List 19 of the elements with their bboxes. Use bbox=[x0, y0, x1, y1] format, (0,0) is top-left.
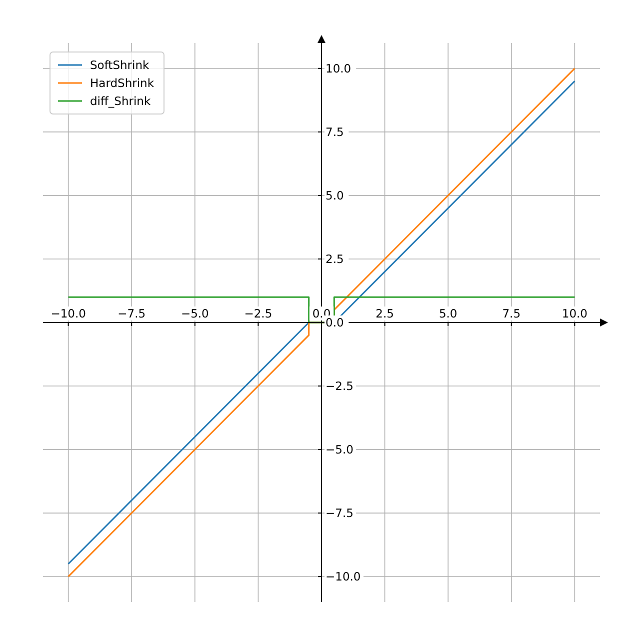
x-tick-label: −2.5 bbox=[244, 306, 272, 320]
legend-label: HardShrink bbox=[90, 76, 154, 90]
legend-label: diff_Shrink bbox=[90, 94, 151, 108]
x-tick-label: 7.5 bbox=[502, 306, 521, 320]
y-tick-label: −10.0 bbox=[326, 570, 361, 584]
x-tick-label: −10.0 bbox=[50, 306, 86, 320]
y-tick-label: −5.0 bbox=[326, 442, 354, 457]
y-tick-label: 5.0 bbox=[326, 188, 344, 202]
y-tick-label: 2.5 bbox=[326, 252, 344, 266]
y-tick-label: −7.5 bbox=[326, 506, 354, 520]
y-tick-label: 10.0 bbox=[326, 61, 352, 76]
y-tick-label: 7.5 bbox=[326, 124, 344, 139]
legend-label: SoftShrink bbox=[90, 58, 150, 72]
x-tick-label: 5.0 bbox=[438, 306, 458, 320]
x-tick-label: 2.5 bbox=[376, 306, 394, 320]
x-tick-label: 10.0 bbox=[562, 306, 588, 320]
x-tick-label: −7.5 bbox=[118, 306, 146, 320]
x-tick-label: −5.0 bbox=[180, 306, 209, 320]
y-tick-label: −2.5 bbox=[326, 379, 354, 394]
